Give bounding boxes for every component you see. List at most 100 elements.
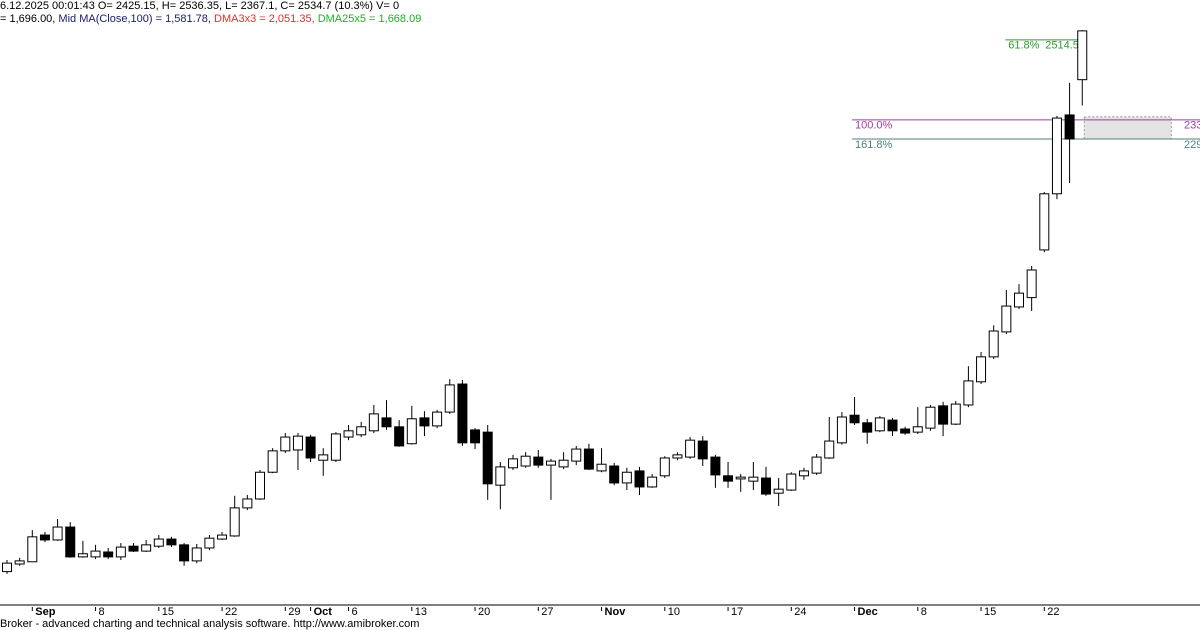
x-tick-label: 22: [1047, 606, 1059, 618]
candle-body: [786, 473, 797, 491]
x-tick-label: 13: [415, 606, 427, 618]
candle-body: [179, 544, 190, 562]
candle-body: [191, 547, 202, 562]
x-tick-label: 8: [99, 606, 105, 618]
x-tick-label: 29: [288, 606, 300, 618]
candle-body: [457, 383, 468, 444]
candle-body: [406, 418, 417, 445]
x-tick-label: 24: [794, 606, 806, 618]
candle-body: [330, 433, 341, 461]
candle-body: [343, 430, 354, 438]
candle-body: [533, 456, 544, 466]
candle-body: [39, 534, 50, 541]
candle-body: [508, 458, 518, 469]
fib-value: 2514.57: [1045, 40, 1085, 52]
fib-value: 2292: [1184, 139, 1200, 151]
candle-body: [318, 454, 329, 461]
candle-body: [1064, 114, 1075, 140]
candle-body: [824, 440, 835, 459]
candle-body: [77, 553, 88, 558]
candle-body: [166, 538, 177, 546]
candle-body: [242, 498, 253, 509]
candle-body: [912, 426, 923, 433]
candle-body: [217, 534, 228, 540]
candle-body: [583, 448, 594, 470]
chart-title: 6.12.2025 00:01:43 O= 2425.15, H= 2536.3…: [0, 0, 399, 12]
candle-body: [470, 429, 481, 444]
candle-body: [900, 428, 911, 434]
footer: Broker - advanced charting and technical…: [0, 618, 419, 630]
x-tick-label: 17: [731, 606, 743, 618]
x-tick-label: 22: [225, 606, 237, 618]
candle-body: [482, 431, 493, 485]
candle-body: [950, 403, 961, 425]
x-tick-label: 15: [984, 606, 996, 618]
indicator-legend: = 1,696.00, Mid MA(Close,100) = 1,581.78…: [0, 13, 421, 25]
candle-body: [103, 551, 114, 558]
candle-body: [647, 476, 658, 488]
candle-body: [255, 471, 265, 500]
candle-body: [545, 460, 556, 466]
x-tick-label: Sep: [35, 606, 55, 618]
fib-label: 100.0%: [855, 120, 893, 132]
candle-body: [634, 470, 645, 488]
candle-body: [836, 416, 847, 444]
candle-body: [65, 526, 76, 558]
fib-label: 61.8%: [1008, 40, 1039, 52]
candle-body: [849, 414, 860, 424]
candle-body: [1026, 269, 1037, 299]
x-tick-label: 10: [668, 606, 680, 618]
candle-body: [115, 546, 126, 558]
candle-body: [267, 450, 278, 473]
indicator-entry: DMA25x5 = 1,668.09: [318, 13, 422, 25]
candle-body: [1014, 292, 1024, 308]
fib-value: 2335: [1184, 120, 1200, 132]
candle-body: [571, 448, 582, 462]
candle-body: [394, 426, 405, 447]
candle-body: [672, 454, 683, 459]
x-tick-label: Oct: [314, 606, 333, 618]
indicator-entry: DMA3x3 = 2,051.35,: [214, 13, 318, 25]
x-tick-label: 27: [541, 606, 553, 618]
candle-body: [1001, 305, 1012, 333]
candle-body: [609, 465, 620, 484]
candle-body: [229, 507, 240, 537]
candle-body: [735, 476, 746, 480]
candle-body: [621, 471, 632, 484]
candle-body: [432, 411, 443, 427]
candle-body: [925, 406, 936, 429]
candle-body: [773, 488, 784, 494]
candle-body: [596, 463, 607, 472]
candle-body: [697, 440, 708, 460]
candle-body: [685, 439, 696, 458]
indicator-entry: Mid MA(Close,100) = 1,581.78,: [58, 13, 214, 25]
fib-label: 161.8%: [855, 139, 893, 151]
candle-body: [2, 562, 12, 573]
candle-body: [356, 426, 367, 436]
candle-body: [748, 476, 759, 482]
candle-body: [368, 413, 379, 432]
candle-body: [128, 545, 139, 552]
candle-body: [141, 544, 152, 552]
candle-body: [798, 470, 809, 477]
candle-body: [862, 422, 873, 433]
candle-body: [1077, 30, 1088, 81]
candle-body: [204, 537, 215, 549]
candle-body: [710, 456, 721, 476]
candle-body: [659, 457, 670, 477]
x-tick-label: 8: [921, 606, 927, 618]
candle-body: [1051, 117, 1062, 195]
candle-body: [938, 405, 949, 425]
candle-body: [381, 417, 392, 428]
candle-body: [761, 477, 771, 495]
candle-body: [988, 330, 999, 358]
candle-body: [887, 419, 898, 432]
candle-body: [52, 526, 63, 541]
candle-body: [495, 466, 506, 486]
candle-body: [14, 560, 25, 565]
x-tick-label: Dec: [858, 606, 878, 618]
candle-body: [280, 436, 291, 452]
indicator-entry: = 1,696.00,: [0, 13, 58, 25]
